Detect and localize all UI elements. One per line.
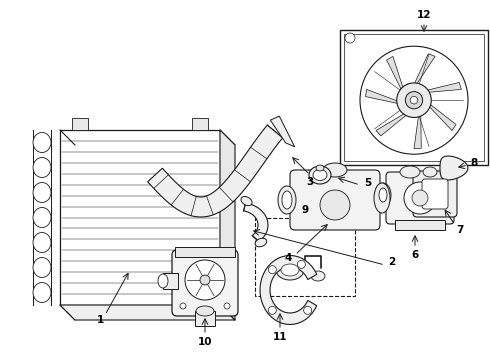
- Circle shape: [410, 96, 418, 104]
- Ellipse shape: [33, 233, 51, 252]
- Ellipse shape: [33, 257, 51, 278]
- Ellipse shape: [313, 170, 327, 180]
- Circle shape: [200, 275, 210, 285]
- Circle shape: [304, 306, 312, 314]
- Text: 12: 12: [417, 10, 431, 20]
- Ellipse shape: [33, 183, 51, 202]
- Ellipse shape: [282, 191, 292, 209]
- Polygon shape: [72, 118, 88, 130]
- Polygon shape: [387, 57, 405, 95]
- Circle shape: [412, 190, 428, 206]
- Circle shape: [360, 46, 468, 154]
- Polygon shape: [440, 156, 468, 180]
- FancyBboxPatch shape: [386, 172, 454, 224]
- Ellipse shape: [33, 207, 51, 228]
- Text: 4: 4: [284, 253, 292, 263]
- Circle shape: [405, 91, 423, 109]
- Ellipse shape: [196, 306, 214, 316]
- Polygon shape: [425, 100, 456, 131]
- FancyBboxPatch shape: [290, 170, 380, 230]
- Ellipse shape: [400, 166, 420, 178]
- Ellipse shape: [323, 163, 347, 177]
- Bar: [175, 247, 235, 257]
- Circle shape: [269, 266, 276, 274]
- Text: 3: 3: [306, 177, 314, 187]
- Polygon shape: [376, 110, 412, 136]
- Bar: [255, 218, 355, 296]
- Polygon shape: [421, 82, 462, 93]
- Circle shape: [269, 306, 276, 314]
- Ellipse shape: [33, 158, 51, 177]
- Circle shape: [180, 303, 186, 309]
- Ellipse shape: [309, 166, 331, 184]
- FancyBboxPatch shape: [413, 171, 457, 217]
- Ellipse shape: [374, 183, 390, 213]
- Text: 10: 10: [198, 337, 212, 347]
- Ellipse shape: [33, 132, 51, 153]
- Ellipse shape: [33, 283, 51, 302]
- Bar: [344, 34, 484, 161]
- Text: 8: 8: [470, 158, 478, 168]
- Polygon shape: [244, 203, 268, 242]
- Polygon shape: [366, 89, 404, 105]
- Text: 6: 6: [412, 250, 418, 260]
- Bar: [60, 130, 220, 305]
- Circle shape: [297, 260, 305, 269]
- Ellipse shape: [316, 165, 324, 171]
- Text: 9: 9: [301, 205, 309, 215]
- Circle shape: [185, 260, 225, 300]
- Text: 7: 7: [456, 225, 464, 235]
- Polygon shape: [60, 305, 235, 320]
- Ellipse shape: [278, 186, 296, 214]
- Circle shape: [320, 190, 350, 220]
- Polygon shape: [220, 130, 235, 320]
- Bar: [340, 30, 488, 165]
- Text: 2: 2: [389, 257, 395, 267]
- Ellipse shape: [276, 260, 304, 280]
- Circle shape: [224, 303, 230, 309]
- Circle shape: [397, 83, 431, 117]
- Ellipse shape: [255, 238, 267, 247]
- Polygon shape: [270, 116, 294, 147]
- Polygon shape: [414, 109, 421, 149]
- FancyBboxPatch shape: [172, 250, 238, 316]
- Polygon shape: [147, 125, 283, 217]
- Bar: [195, 311, 215, 326]
- Text: 1: 1: [97, 315, 103, 325]
- Circle shape: [345, 33, 355, 43]
- Ellipse shape: [311, 271, 325, 281]
- Polygon shape: [192, 118, 208, 130]
- Bar: [395, 220, 445, 230]
- Text: 11: 11: [273, 332, 287, 342]
- Bar: [163, 273, 178, 289]
- FancyBboxPatch shape: [422, 179, 448, 209]
- Polygon shape: [260, 256, 317, 324]
- Ellipse shape: [281, 264, 299, 276]
- Ellipse shape: [423, 167, 437, 177]
- Ellipse shape: [241, 197, 252, 206]
- Text: 5: 5: [365, 178, 371, 188]
- Polygon shape: [412, 54, 435, 90]
- Ellipse shape: [158, 274, 168, 288]
- Ellipse shape: [375, 183, 391, 207]
- Circle shape: [404, 182, 436, 214]
- Ellipse shape: [379, 188, 387, 202]
